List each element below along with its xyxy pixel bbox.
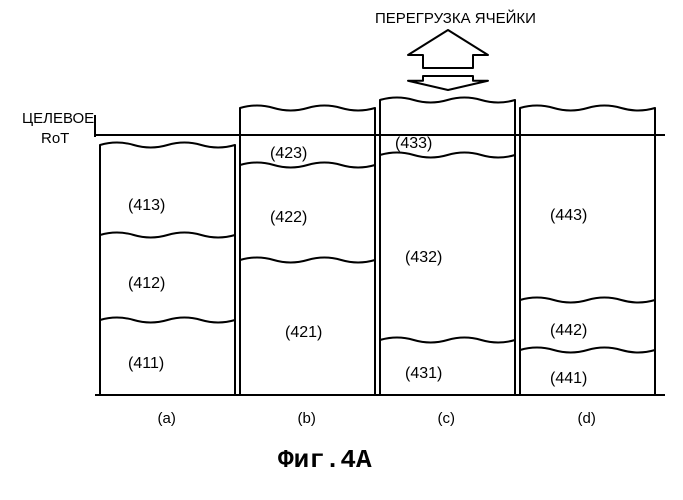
svg-text:(413): (413): [128, 197, 165, 214]
svg-text:(421): (421): [285, 324, 322, 341]
svg-text:(411): (411): [128, 355, 164, 372]
title-overload: ПЕРЕГРУЗКА ЯЧЕЙКИ: [375, 10, 536, 27]
svg-text:(a): (a): [158, 410, 176, 427]
svg-text:(c): (c): [438, 410, 456, 427]
figure-svg: (413) (412) (411) (423) (422) (421) (433) (432)…: [0, 0, 683, 500]
figure-canvas: (413) (412) (411) (423) (422) (421) (433) (432)…: [0, 0, 683, 500]
y-axis-label-2: RoT: [41, 130, 69, 147]
figure-caption: Фиг.4А: [278, 445, 372, 475]
y-axis-label-1: ЦЕЛЕВОЕ: [22, 110, 94, 127]
svg-text:(443): (443): [550, 207, 587, 224]
svg-text:(432): (432): [405, 249, 442, 266]
svg-text:(412): (412): [128, 275, 165, 292]
svg-text:(441): (441): [550, 370, 587, 387]
svg-text:(d): (d): [578, 410, 596, 427]
svg-text:(442): (442): [550, 322, 587, 339]
svg-text:(433): (433): [395, 135, 432, 152]
svg-text:(b): (b): [298, 410, 316, 427]
svg-text:(422): (422): [270, 209, 307, 226]
svg-text:(431): (431): [405, 365, 442, 382]
svg-text:(423): (423): [270, 145, 307, 162]
